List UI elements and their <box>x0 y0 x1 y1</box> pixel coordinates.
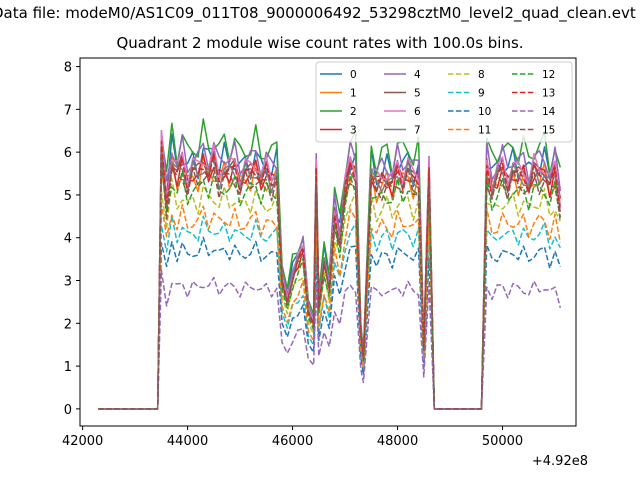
x-tick-label: 48000 <box>377 434 418 449</box>
x-offset-label: +4.92e8 <box>532 454 588 469</box>
y-tick-label: 0 <box>64 403 72 418</box>
series-line-11 <box>98 203 562 410</box>
x-tick-label: 50000 <box>482 434 523 449</box>
legend-label: 3 <box>350 125 357 137</box>
series-line-2 <box>98 118 562 410</box>
y-tick-label: 7 <box>64 103 72 118</box>
y-tick-label: 1 <box>64 360 72 375</box>
legend-label: 4 <box>414 69 421 81</box>
legend-label: 15 <box>542 125 555 137</box>
y-tick-label: 6 <box>64 146 72 161</box>
series-line-8 <box>98 178 561 410</box>
legend-frame <box>315 61 573 143</box>
series-line-15 <box>98 153 562 410</box>
series-line-13 <box>98 140 562 410</box>
y-tick-label: 5 <box>64 189 72 204</box>
series-line-9 <box>98 214 561 410</box>
legend-label: 10 <box>478 106 491 118</box>
legend-label: 14 <box>542 106 556 118</box>
legend-label: 7 <box>414 125 421 137</box>
legend-label: 0 <box>350 69 357 81</box>
legend-label: 11 <box>478 125 491 137</box>
figure-suptitle: Data file: modeM0/AS1C09_011T08_90000064… <box>0 4 636 22</box>
legend-label: 13 <box>542 88 555 100</box>
chart-title: Quadrant 2 module wise count rates with … <box>116 34 524 52</box>
series-line-4 <box>98 129 562 410</box>
x-tick-label: 46000 <box>272 434 313 449</box>
x-tick-label: 42000 <box>62 434 103 449</box>
legend-label: 2 <box>350 106 357 118</box>
legend-label: 5 <box>414 88 421 100</box>
plot-frame <box>79 57 577 427</box>
x-tick-label: 44000 <box>167 434 208 449</box>
y-tick-label: 4 <box>64 232 72 247</box>
y-tick-label: 2 <box>64 317 72 332</box>
legend-label: 9 <box>478 88 485 100</box>
y-axis: 0 1 2 3 4 5 6 7 8 <box>64 61 80 418</box>
legend-label: 6 <box>414 106 421 118</box>
series-line-10 <box>98 236 562 410</box>
series-lines <box>98 118 562 410</box>
legend-label: 12 <box>542 69 555 81</box>
y-tick-label: 8 <box>64 61 72 76</box>
x-axis: 42000 44000 46000 48000 50000 <box>62 426 523 449</box>
legend-label: 8 <box>478 69 485 81</box>
y-tick-label: 3 <box>64 275 72 290</box>
legend-label: 1 <box>350 88 357 100</box>
